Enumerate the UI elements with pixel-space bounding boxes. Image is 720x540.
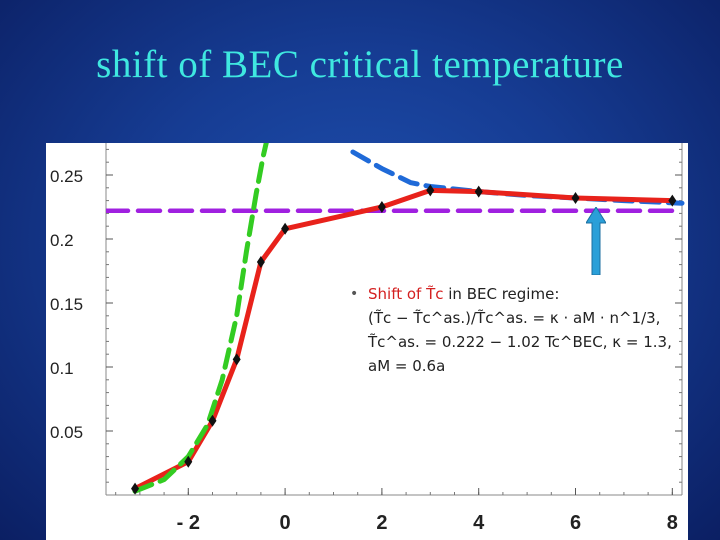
- data-point-marker: [131, 482, 140, 495]
- data-point-marker: [426, 184, 435, 197]
- data-point-marker: [474, 185, 483, 198]
- y-tick-label: 0.2: [50, 231, 74, 250]
- data-point-marker: [256, 256, 265, 269]
- annotation-line-2: T̃c^as. = 0.222 − 1.02 Tc^BEC, κ = 1.3,: [368, 333, 672, 351]
- x-tick-label: 6: [570, 512, 581, 534]
- data-point-marker: [377, 201, 386, 213]
- data-point-marker: [281, 222, 290, 235]
- up-arrow-icon: [586, 207, 606, 275]
- x-tick-label: 8: [667, 512, 678, 534]
- y-tick-label: 0.1: [50, 359, 74, 378]
- annotation-bullet: •: [350, 286, 359, 302]
- y-tick-label: 0.25: [50, 167, 83, 186]
- annotation-heading: Shift of T̃c in BEC regime:: [368, 282, 678, 306]
- green-dashed-curve: [132, 143, 269, 494]
- data-point-marker: [571, 192, 580, 205]
- chart-svg: 0.05 0.1 0.15 0.2 0.25 - 2 0 2 4 6 8: [50, 143, 685, 534]
- annotation-heading-rest: in BEC regime:: [443, 285, 560, 303]
- annotation-line-1: (T̃c − T̃c^as.)/T̃c^as. = κ · aM · n^1/3…: [368, 309, 661, 327]
- annotation-line-3: aM = 0.6a: [368, 357, 446, 375]
- data-point-marker: [668, 194, 677, 207]
- x-tick-label: - 2: [177, 512, 200, 534]
- y-tick-label: 0.05: [50, 423, 83, 442]
- plot-panel: 0.05 0.1 0.15 0.2 0.25 - 2 0 2 4 6 8: [46, 143, 688, 540]
- annotation-box: • Shift of T̃c in BEC regime: (T̃c − T̃c…: [350, 282, 678, 378]
- slide-title: shift of BEC critical temperature: [96, 43, 624, 86]
- data-point-marker: [184, 455, 193, 468]
- y-tick-label: 0.15: [50, 295, 83, 314]
- data-point-marker: [208, 414, 217, 427]
- x-tick-label: 0: [280, 512, 291, 534]
- x-tick-label: 2: [376, 512, 387, 534]
- data-point-marker: [232, 353, 241, 366]
- annotation-heading-red: Shift of T̃c: [368, 285, 444, 303]
- x-tick-label: 4: [473, 512, 485, 534]
